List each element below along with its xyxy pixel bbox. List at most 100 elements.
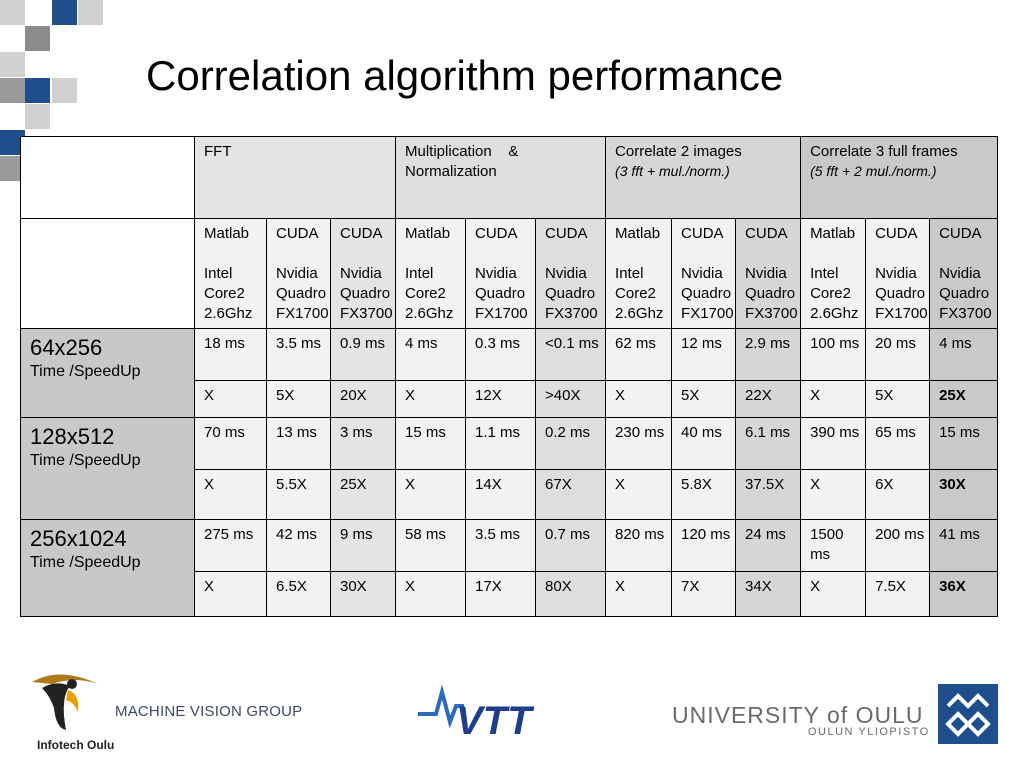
time-cell: 275 ms [194,519,267,572]
row-sublabel: Time /SpeedUp [30,363,141,380]
speedup-row: X 5X 20X X 12X >40X X 5X 22X X 5X 25X [21,380,999,418]
university-logo [938,684,998,744]
time-cell: 1.1 ms [465,417,537,470]
platform-cell: CUDA Nvidia Quadro FX3700 [535,218,607,329]
speedup-cell: 30X [329,571,397,617]
group-title: FFT [204,143,232,160]
time-cell: 0.9 ms [329,328,397,381]
speedup-cell: 5X [266,380,331,418]
infotech-logo [30,668,105,738]
vtt-logo: VTT [416,684,566,743]
deco-square [25,78,50,103]
speedup-cell: 80X [535,571,607,617]
time-cell: 2.9 ms [735,328,802,381]
speedup-cell: 12X [465,380,537,418]
time-cell: 230 ms [605,417,673,470]
table-body: 64x256 Time /SpeedUp 18 ms 3.5 ms 0.9 ms 4 ms… [20,328,999,617]
university-name-finnish: OULUN YLIOPISTO [808,726,930,738]
group-title: Correlate 3 full frames [810,143,958,160]
deco-square [52,78,77,103]
time-cell: 4 ms [395,328,467,381]
time-cell: <0.1 ms [535,328,607,381]
platform-cell: CUDA Nvidia Quadro FX1700 [266,218,331,329]
time-cell: 15 ms [929,417,999,470]
speedup-row: X 6.5X 30X X 17X 80X X 7X 34X X 7.5X 36X [21,571,999,617]
platform-cell: CUDA Nvidia Quadro FX3700 [929,218,999,329]
speedup-cell: 67X [535,469,607,520]
time-row: 64x256 Time /SpeedUp 18 ms 3.5 ms 0.9 ms 4 ms… [20,328,999,418]
speedup-cell: 34X [735,571,802,617]
row-label: 256x1024 Time /SpeedUp [20,519,195,617]
time-cell: 18 ms [194,328,267,381]
speedup-cell: 6.5X [266,571,331,617]
speedup-row: X 5.5X 25X X 14X 67X X 5.8X 37.5X X 6X 30X [21,469,999,520]
speedup-cell: X [194,380,267,418]
speedup-cell: X [605,571,673,617]
time-cell: 12 ms [671,328,737,381]
group-header-correlate-3: Correlate 3 full frames (5 fft + 2 mul./… [800,136,999,219]
group-header-fft: FFT [193,136,397,219]
speedup-cell: 37.5X [735,469,802,520]
time-cell: 0.3 ms [465,328,537,381]
speedup-cell: X [605,380,673,418]
platform-cell: Matlab Intel Core2 2.6Ghz [605,218,673,329]
time-cell: 15 ms [395,417,467,470]
time-cell: 41 ms [929,519,999,572]
time-cell: 3.5 ms [465,519,537,572]
deco-square [52,0,77,25]
speedup-cell: 17X [465,571,537,617]
time-cell: 0.7 ms [535,519,607,572]
group-subtitle: (5 fft + 2 mul./norm.) [810,163,937,179]
deco-square [0,52,25,77]
time-cell: 200 ms [865,519,931,572]
deco-square [0,0,25,25]
platform-cell: CUDA Nvidia Quadro FX3700 [329,218,397,329]
deco-square [0,78,25,103]
infotech-label: Infotech Oulu [37,738,115,752]
speedup-cell: X [800,469,867,520]
time-cell: 120 ms [671,519,737,572]
speedup-cell: X [395,571,467,617]
group-header-multiplication: Multiplication & Normalization [395,136,607,219]
speedup-cell: 6X [865,469,931,520]
time-cell: 3.5 ms [266,328,331,381]
platform-cell: Matlab Intel Core2 2.6Ghz [395,218,467,329]
vtt-wordmark: VTT [456,699,535,740]
row-label: 64x256 Time /SpeedUp [20,328,195,418]
row-label: 128x512 Time /SpeedUp [20,417,195,520]
speedup-cell: X [395,380,467,418]
speedup-cell: 25X [929,380,999,418]
group-subtitle: (3 fft + mul./norm.) [615,163,730,179]
speedup-cell: 36X [929,571,999,617]
time-cell: 13 ms [266,417,331,470]
speedup-cell: 14X [465,469,537,520]
university-emblem-icon [945,693,991,737]
time-row: 128x512 Time /SpeedUp 70 ms 13 ms 3 ms 15 ms 1… [20,417,999,520]
corner-cell [20,136,195,219]
speedup-cell: X [194,571,267,617]
group-title: Multiplication & Normalization [405,143,523,180]
platform-cell: Matlab Intel Core2 2.6Ghz [194,218,267,329]
group-header-row: FFT Multiplication & Normalization Corre… [20,136,999,219]
time-cell: 65 ms [865,417,931,470]
time-cell: 40 ms [671,417,737,470]
time-cell: 58 ms [395,519,467,572]
image-size: 256x1024 [30,526,127,551]
time-cell: 3 ms [329,417,397,470]
speedup-cell: 5X [865,380,931,418]
time-row: 256x1024 Time /SpeedUp 275 ms 42 ms 9 ms 58 m… [20,519,999,617]
time-cell: 1500 ms [800,519,867,572]
speedup-cell: 20X [329,380,397,418]
speedup-cell: X [395,469,467,520]
time-cell: 24 ms [735,519,802,572]
speedup-cell: >40X [535,380,607,418]
platform-cell: CUDA Nvidia Quadro FX1700 [865,218,931,329]
performance-table: FFT Multiplication & Normalization Corre… [20,136,999,617]
speedup-cell: 30X [929,469,999,520]
time-cell: 70 ms [194,417,267,470]
time-cell: 62 ms [605,328,673,381]
infotech-logo-icon [32,674,98,730]
image-size: 64x256 [30,335,103,360]
group-name: MACHINE VISION GROUP [115,703,303,720]
speedup-cell: X [800,571,867,617]
